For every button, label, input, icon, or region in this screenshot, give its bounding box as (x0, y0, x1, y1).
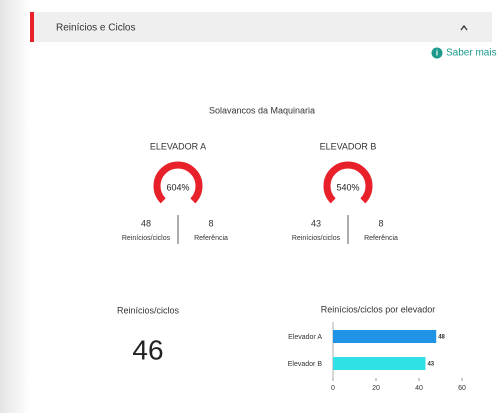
value-label: 43 (427, 362, 434, 368)
x-tick-label: 0 (331, 385, 335, 392)
stat-label: Referência (364, 235, 398, 242)
x-tick-label: 40 (415, 385, 423, 392)
stat-value: 8 (208, 218, 213, 228)
info-glyph: i (436, 49, 438, 58)
chart-title: Reinícios/ciclos por elevador (321, 304, 436, 314)
x-tick-label: 60 (458, 385, 466, 392)
header-accent (30, 12, 34, 42)
y-tick-label: Elevador A (288, 334, 322, 341)
x-tick-label: 20 (372, 385, 380, 392)
bar (333, 330, 437, 343)
stat-value: 43 (311, 218, 321, 228)
y-tick-label: Elevador B (288, 361, 323, 368)
stat-label: Reinícios/ciclos (292, 235, 341, 242)
stat-label: Reinícios/ciclos (122, 235, 171, 242)
collapse-icon[interactable] (460, 24, 468, 31)
stat-value: 48 (141, 218, 151, 228)
gauge-value: 540% (336, 182, 359, 192)
gauge-title: ELEVADOR A (150, 141, 206, 151)
bar (333, 357, 426, 370)
panel-title: Reinícios e Ciclos (56, 23, 135, 34)
gauge-arc (153, 161, 203, 204)
gauge-arc (323, 161, 373, 204)
panel-header[interactable] (30, 12, 492, 42)
value-label: 48 (438, 335, 445, 341)
stat-label: Referência (194, 235, 228, 242)
total-value: 46 (132, 334, 163, 365)
info-icon[interactable] (431, 47, 443, 59)
gauge-value: 604% (166, 182, 189, 192)
stat-value: 8 (378, 218, 383, 228)
help-link[interactable]: Saber mais (446, 48, 497, 59)
gauge-title: ELEVADOR B (320, 141, 377, 151)
section-title: Solavancos da Maquinaria (209, 105, 315, 115)
total-title: Reinícios/ciclos (117, 305, 180, 315)
shadow (0, 0, 30, 413)
